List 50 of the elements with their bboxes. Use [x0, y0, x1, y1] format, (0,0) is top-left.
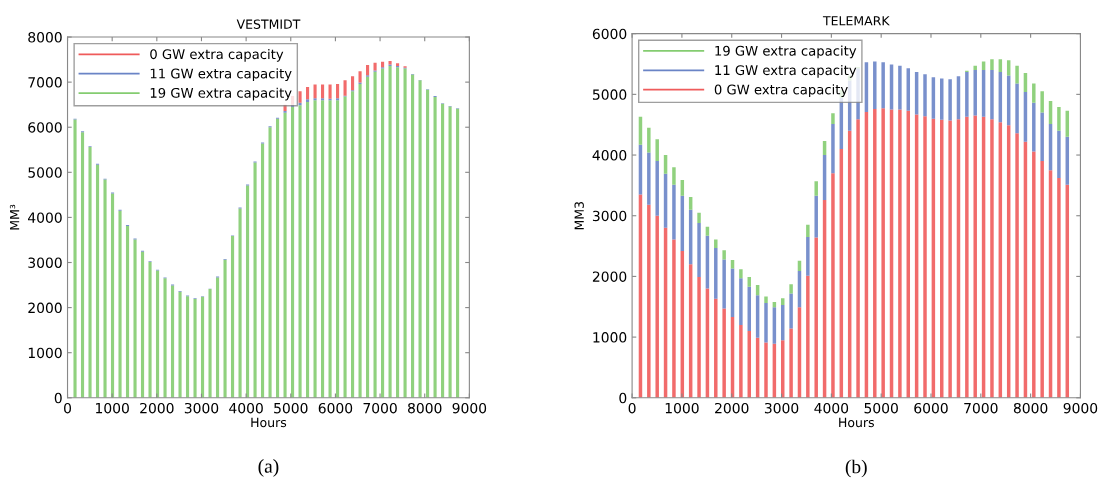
y-axis-title: MM³ — [9, 204, 20, 230]
legend-label: 0 GW extra capacity — [150, 48, 284, 62]
text: (b) — [845, 459, 867, 478]
x-axis-title: Hours — [839, 417, 874, 428]
y-tick-label: 3000 — [592, 210, 627, 222]
x-tick-label: 3000 — [184, 402, 219, 414]
x-tick-label: 2000 — [715, 402, 749, 414]
x-tick-label: 0 — [64, 402, 72, 414]
x-tick-label: 9000 — [452, 402, 487, 414]
x-tick-label: 2000 — [140, 402, 174, 414]
x-tick-label: 4000 — [814, 402, 849, 414]
x-tick-label: 0 — [628, 402, 636, 414]
chart-title: VESTMIDT — [236, 19, 301, 29]
x-tick-label: 1000 — [96, 402, 129, 414]
legend-label: 0 GW extra capacity — [714, 84, 848, 98]
x-axis-title: Hours — [251, 417, 287, 428]
x-tick-label: 6000 — [914, 402, 948, 414]
y-tick-label: 0 — [619, 392, 627, 404]
x-tick-label: 8000 — [1013, 402, 1048, 414]
legend-label: 19 GW extra capacity — [150, 87, 292, 101]
y-tick-label: 3000 — [28, 257, 62, 268]
y-tick-label: 4000 — [28, 212, 62, 223]
x-tick-label: 3000 — [764, 402, 799, 414]
y-tick-label: 6000 — [592, 28, 627, 40]
y-tick-label: 1000 — [593, 332, 627, 343]
y-tick-label: 5000 — [592, 89, 627, 100]
y-tick-label: 1000 — [28, 347, 62, 359]
y-tick-label: 8000 — [28, 32, 62, 43]
x-tick-label: 6000 — [318, 402, 353, 414]
legend-label: 11 GW extra capacity — [715, 64, 857, 78]
y-axis-title: MM3 — [574, 201, 584, 230]
legend-label: 19 GW extra capacity — [715, 45, 857, 59]
legend-label: 11 GW extra capacity — [150, 68, 292, 82]
x-tick-label: 8000 — [407, 402, 442, 414]
y-tick-label: 5000 — [28, 167, 62, 178]
y-tick-label: 2000 — [592, 271, 627, 282]
x-tick-label: 7000 — [964, 402, 998, 414]
y-tick-label: 2000 — [28, 302, 62, 314]
x-tick-label: 1000 — [665, 402, 699, 414]
x-tick-label: 4000 — [229, 402, 263, 414]
x-tick-label: 5000 — [864, 402, 898, 414]
chart-title: TELEMARK — [822, 16, 890, 26]
text: (a) — [258, 459, 279, 477]
y-tick-label: 6000 — [28, 122, 62, 133]
x-tick-label: 5000 — [274, 402, 308, 414]
y-tick-label: 4000 — [592, 150, 627, 161]
y-tick-label: 7000 — [28, 77, 62, 88]
x-tick-label: 7000 — [363, 402, 397, 414]
y-tick-label: 0 — [54, 392, 62, 404]
x-tick-label: 9000 — [1063, 402, 1098, 414]
